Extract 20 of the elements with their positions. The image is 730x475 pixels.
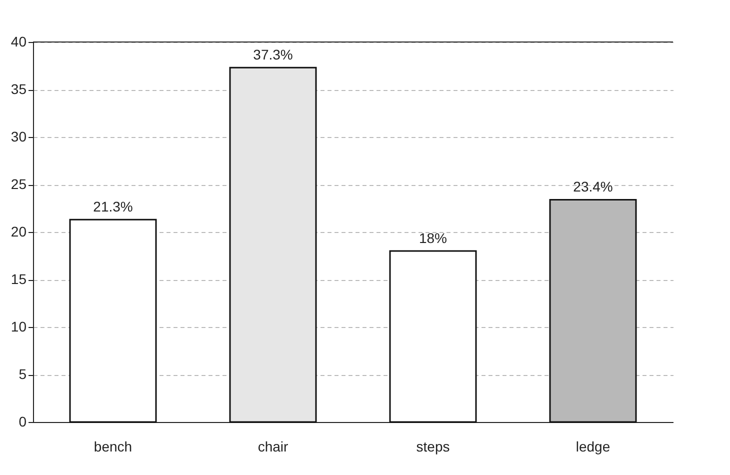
y-tick-label: 30 [10, 128, 27, 144]
data-label: 21.3% [93, 198, 133, 215]
bar [229, 66, 317, 423]
y-tick-label: 0 [18, 414, 27, 430]
bar [389, 250, 477, 423]
x-tick-label: ledge [576, 438, 610, 454]
x-tick-label: bench [94, 438, 132, 454]
data-label: 18% [418, 230, 448, 246]
y-tick-label: 35 [10, 81, 27, 97]
y-tick-label: 15 [10, 271, 27, 287]
bar [69, 218, 157, 423]
y-tick-label: 20 [10, 224, 27, 240]
y-tick-label: 40 [10, 34, 27, 50]
x-tick-label: chair [258, 438, 289, 454]
data-label: 37.3% [253, 46, 293, 63]
x-tick-label: steps [416, 438, 450, 454]
y-tick-label: 10 [10, 318, 27, 334]
y-tick-label: 25 [10, 176, 27, 192]
data-label: 23.4% [573, 178, 613, 195]
y-tick-label: 5 [18, 366, 27, 382]
